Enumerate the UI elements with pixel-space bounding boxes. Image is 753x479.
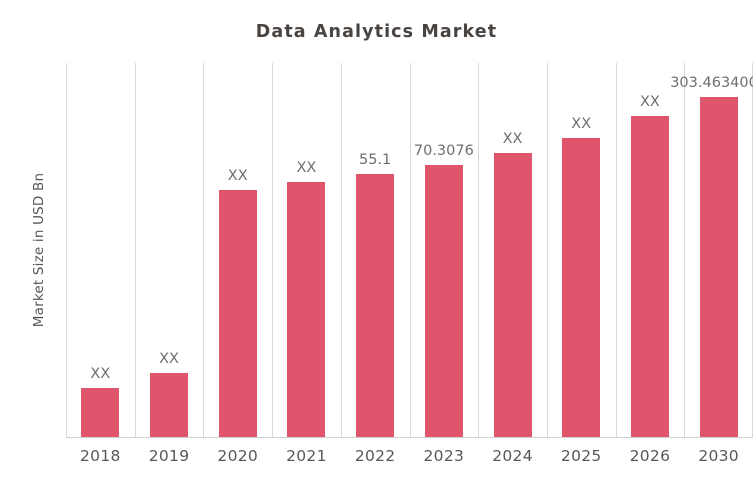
gridline (340, 63, 342, 437)
gridline (203, 63, 205, 437)
y-axis-label-container: Market Size in USD Bn (28, 63, 50, 437)
bar-column: XX (135, 63, 204, 437)
bar[interactable] (699, 97, 738, 437)
bar-column: XX (66, 63, 135, 437)
bar-data-label: 70.3076 (413, 143, 474, 159)
bar-column: XX (203, 63, 272, 437)
gridline (272, 63, 274, 437)
gridline (684, 63, 686, 437)
bar-data-label: XX (296, 159, 317, 176)
bar[interactable] (630, 115, 669, 437)
bar-column: XX (547, 63, 616, 437)
bar-data-label: XX (90, 365, 111, 382)
bar-column: XX (478, 63, 547, 437)
x-axis-tick-label: 2018 (80, 447, 121, 465)
bar[interactable] (562, 137, 601, 437)
bar-data-label: XX (159, 351, 179, 368)
gridline (546, 63, 548, 437)
x-axis-tick-label: 2025 (560, 447, 602, 465)
bar[interactable] (424, 165, 463, 437)
gridline (615, 63, 617, 437)
gridline (66, 63, 67, 437)
bar[interactable] (287, 181, 326, 437)
bar-column: XX (272, 63, 341, 437)
x-axis-tick-label: 2020 (217, 447, 259, 465)
x-axis-tick-label: 2019 (148, 447, 190, 465)
x-axis-tick-label: 2021 (286, 447, 327, 465)
bar[interactable] (356, 173, 395, 437)
x-axis-tick-label: 2024 (492, 447, 533, 465)
x-axis-line (66, 437, 753, 438)
bar-column: 303.4634001 (670, 63, 753, 437)
gridline (478, 63, 480, 437)
bar-data-label: XX (640, 93, 660, 110)
chart-title: Data Analytics Market (255, 22, 498, 42)
bar-column: XX (616, 63, 685, 437)
x-axis-tick-label: 2026 (629, 447, 671, 465)
x-axis-tick-label: 2022 (354, 447, 396, 465)
bar[interactable] (218, 189, 257, 437)
bar[interactable] (150, 373, 189, 437)
x-axis-tick-label: 2030 (698, 447, 739, 465)
x-axis-tick-label: 2023 (423, 447, 465, 465)
bar-data-label: XX (227, 167, 248, 184)
bar-data-label: XX (502, 131, 523, 148)
bar[interactable] (81, 387, 120, 437)
y-axis-label: Market Size in USD Bn (31, 172, 47, 328)
gridline (409, 63, 411, 437)
bar[interactable] (493, 153, 532, 437)
plot-area: XX XX XX XX 55.1 70.3076 XX XX XX 303.4634001 (66, 63, 753, 437)
bar-column: 55.1 (341, 63, 410, 437)
bar-data-label: 303.4634001 (670, 75, 753, 91)
bar-data-label: 55.1 (358, 151, 392, 168)
bar-data-label: XX (571, 115, 592, 132)
bar-column: 70.3076 (410, 63, 479, 437)
gridline (134, 63, 136, 437)
